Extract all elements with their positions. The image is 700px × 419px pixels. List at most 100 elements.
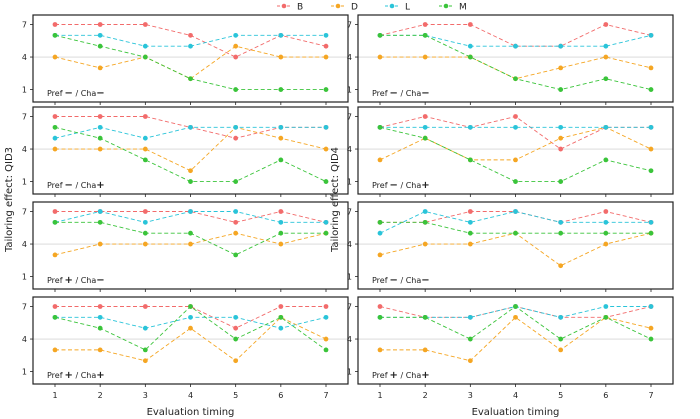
- y-tick-label: 7: [347, 303, 352, 312]
- data-point-m: [188, 230, 193, 236]
- y-tick-label: 7: [22, 208, 27, 217]
- y-tick-label: 4: [347, 53, 352, 62]
- data-point-b: [97, 304, 103, 309]
- data-point-m: [188, 76, 193, 82]
- data-point-d: [377, 252, 383, 258]
- data-point-l: [323, 314, 329, 320]
- data-point-m: [188, 179, 193, 184]
- data-point-m: [603, 314, 609, 320]
- data-point-l: [97, 124, 103, 130]
- data-point-m: [97, 325, 103, 331]
- data-point-b: [323, 43, 329, 49]
- panel-label: Pref + / Cha−: [47, 275, 105, 286]
- y-tick-label: 1: [22, 273, 27, 282]
- series-line-d: [379, 126, 652, 161]
- data-point-m: [513, 230, 518, 236]
- y-tick-label: 1: [22, 368, 27, 377]
- y-tick-label: 4: [347, 240, 352, 249]
- data-point-m: [558, 336, 564, 342]
- data-point-d: [323, 146, 329, 152]
- series-line-b: [379, 116, 651, 150]
- y-tick-label: 1: [347, 178, 352, 187]
- x-tick-label: 2: [423, 391, 428, 400]
- series-line-m: [54, 126, 327, 183]
- data-point-b: [323, 304, 329, 309]
- data-point-d: [513, 157, 518, 163]
- x-tick-label: 7: [648, 391, 653, 400]
- data-point-b: [97, 22, 103, 27]
- data-point-m: [422, 314, 428, 320]
- data-point-l: [513, 124, 518, 130]
- data-point-m: [648, 230, 654, 236]
- x-tick-label: 7: [323, 391, 328, 400]
- data-point-b: [422, 22, 428, 27]
- data-point-b: [52, 304, 58, 309]
- data-point-l: [603, 304, 609, 309]
- data-point-m: [142, 230, 148, 236]
- series-line-m: [54, 34, 326, 91]
- data-point-m: [142, 54, 148, 60]
- data-point-l: [513, 209, 518, 214]
- data-point-l: [188, 43, 193, 49]
- data-point-d: [603, 241, 609, 247]
- data-point-d: [467, 241, 473, 247]
- data-point-d: [648, 325, 654, 331]
- panel-label: Pref − / Cha−: [372, 275, 430, 286]
- y-tick-label: 7: [22, 113, 27, 122]
- panel-1-3: 1 4 7 Pref + / Cha−: [22, 201, 349, 292]
- data-point-d: [278, 135, 284, 141]
- data-point-m: [603, 76, 609, 82]
- panel-1-1: 1 4 7 Pref − / Cha−: [22, 14, 349, 105]
- data-point-m: [278, 87, 284, 92]
- data-point-d: [233, 43, 239, 49]
- data-point-d: [603, 54, 609, 60]
- data-point-m: [467, 336, 473, 342]
- y-tick-label: 1: [347, 86, 352, 95]
- data-point-l: [142, 219, 148, 225]
- data-point-d: [97, 146, 103, 152]
- x-tick-label: 6: [278, 391, 283, 400]
- data-point-d: [97, 65, 103, 71]
- data-point-b: [142, 22, 148, 27]
- data-point-d: [648, 65, 654, 71]
- data-point-d: [52, 146, 58, 152]
- data-point-b: [233, 54, 239, 60]
- data-point-l: [603, 43, 609, 49]
- panel-2-1: 1 4 7 Pref − / Cha−: [347, 14, 674, 105]
- data-point-b: [233, 219, 239, 225]
- y-tick-label: 4: [22, 145, 27, 154]
- x-tick-label: 3: [143, 391, 148, 400]
- data-point-m: [278, 230, 284, 236]
- data-point-l: [142, 43, 148, 49]
- x-tick-label: 1: [377, 391, 382, 400]
- data-point-m: [52, 219, 58, 225]
- panel-2-4: 1 4 7 1 2 3 4 5 6 7 Pref + / Cha+: [347, 296, 674, 400]
- data-point-d: [513, 314, 518, 320]
- data-point-d: [422, 347, 428, 353]
- data-point-l: [97, 209, 103, 214]
- data-point-b: [142, 209, 148, 214]
- data-point-d: [377, 347, 383, 353]
- data-point-d: [97, 347, 103, 353]
- data-point-d: [97, 241, 103, 247]
- data-point-d: [558, 347, 564, 353]
- data-point-l: [188, 209, 193, 214]
- data-point-l: [648, 124, 654, 130]
- panel-label: Pref + / Cha+: [47, 370, 105, 381]
- x-axis-title: Evaluation timing: [147, 407, 235, 418]
- y-tick-label: 7: [347, 208, 352, 217]
- data-point-d: [323, 336, 329, 342]
- data-point-b: [142, 114, 148, 119]
- data-point-b: [52, 209, 58, 214]
- data-point-l: [558, 43, 564, 49]
- data-point-l: [558, 314, 564, 320]
- data-point-d: [142, 146, 148, 152]
- y-tick-label: 4: [22, 335, 27, 344]
- data-point-m: [377, 32, 383, 38]
- data-point-l: [558, 219, 564, 225]
- data-point-m: [513, 179, 518, 184]
- series-line-m: [379, 126, 652, 183]
- data-point-d: [142, 358, 148, 364]
- data-point-b: [467, 209, 473, 214]
